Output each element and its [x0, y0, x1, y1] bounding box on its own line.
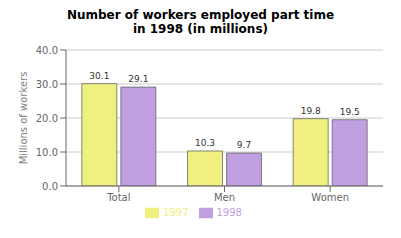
html-text:1998: 1998	[216, 207, 242, 218]
svg-text:10.0: 10.0	[36, 147, 58, 158]
html-text:1997: 1997	[163, 207, 189, 218]
svg-text:30.0: 30.0	[36, 79, 58, 90]
svg-text:30.1: 30.1	[89, 71, 109, 81]
svg-text:10.3: 10.3	[195, 138, 215, 148]
svg-text:19.8: 19.8	[301, 106, 321, 116]
svg-text:0.0: 0.0	[42, 181, 58, 192]
svg-text:9.7: 9.7	[237, 140, 251, 150]
svg-text:29.1: 29.1	[128, 74, 148, 84]
svg-text:19.5: 19.5	[340, 107, 360, 117]
svg-text:Women: Women	[311, 192, 349, 203]
svg-text:Total: Total	[106, 192, 130, 203]
svg-text:Men: Men	[214, 192, 235, 203]
html-text:Number of workers employed par: Number of workers employed part time in …	[66, 8, 335, 36]
svg-text:Millions of workers: Millions of workers	[18, 72, 29, 165]
svg-text:20.0: 20.0	[36, 113, 58, 124]
svg-text:40.0: 40.0	[36, 45, 58, 56]
